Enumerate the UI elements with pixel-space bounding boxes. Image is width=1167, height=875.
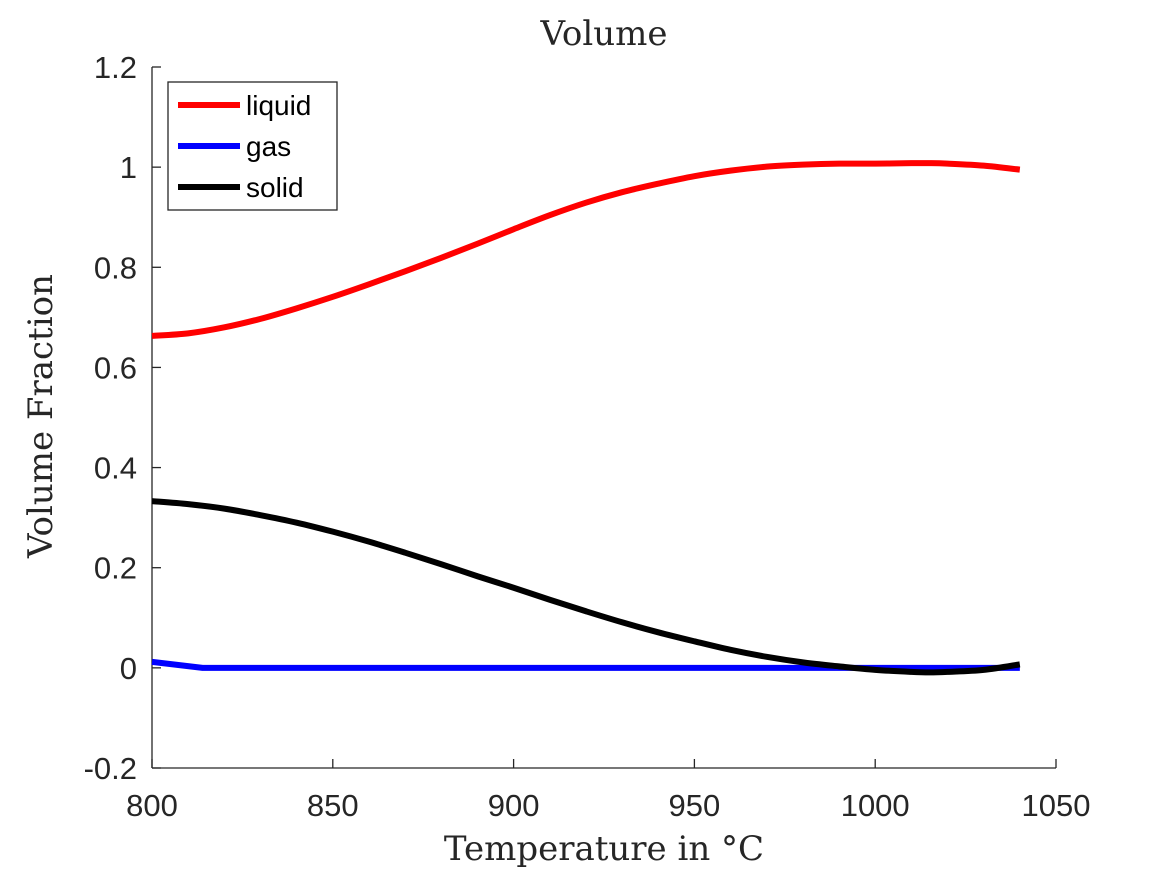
y-tick-label: -0.2 (84, 751, 137, 786)
legend: liquid gas solid (167, 81, 338, 211)
y-axis-label: Volume Fraction (21, 274, 61, 559)
series-line-liquid (151, 160, 1021, 339)
x-tick-label: 1000 (841, 788, 910, 823)
series-line-gas (151, 658, 1020, 671)
y-tick-label: 0.6 (94, 350, 137, 385)
y-tick-label: 0.2 (94, 551, 137, 586)
legend-label-solid: solid (246, 172, 304, 203)
x-tick-label: 900 (488, 788, 540, 823)
x-tick-label: 1050 (1022, 788, 1091, 823)
data-series (151, 160, 1021, 676)
chart-title: Volume (539, 14, 667, 54)
legend-label-liquid: liquid (246, 90, 311, 121)
x-axis-label: Temperature in °C (444, 829, 764, 869)
y-tick-label: 0.4 (94, 451, 137, 486)
tick-labels: 800 850 900 950 1000 1050 -0.2 0 0.2 0.4 0.6 0.8 1 1.… (84, 50, 1091, 823)
y-tick-label: 1 (120, 150, 137, 185)
tick-marks (151, 66, 1057, 769)
x-tick-label: 800 (126, 788, 178, 823)
y-tick-label: 0 (120, 651, 137, 686)
legend-label-gas: gas (246, 131, 291, 162)
x-tick-label: 950 (669, 788, 721, 823)
y-tick-label: 1.2 (94, 50, 137, 85)
x-tick-label: 850 (307, 788, 359, 823)
y-tick-label: 0.8 (94, 250, 137, 285)
axes (151, 67, 1056, 769)
series-line-solid (151, 498, 1021, 676)
